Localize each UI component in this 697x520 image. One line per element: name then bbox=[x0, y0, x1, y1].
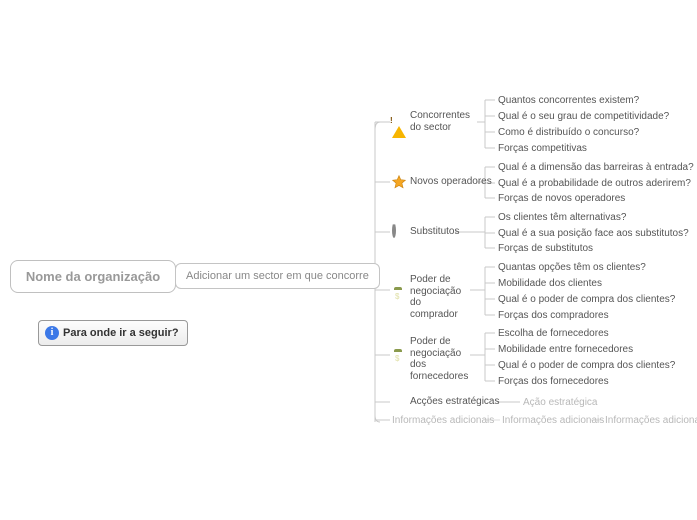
leaf[interactable]: Forças dos fornecedores bbox=[498, 376, 609, 387]
leaf[interactable]: Os clientes têm alternativas? bbox=[498, 212, 626, 223]
leaf-dim[interactable]: Ação estratégica bbox=[523, 397, 598, 408]
cat-concorrentes[interactable]: Concorrentes do sector bbox=[392, 110, 477, 133]
leaf[interactable]: Qual é a probabilidade de outros aderire… bbox=[498, 178, 691, 189]
sector-label: Adicionar um sector em que concorre bbox=[186, 270, 369, 282]
star-icon bbox=[392, 175, 406, 189]
leaf[interactable]: Qual é o seu grau de competitividade? bbox=[498, 111, 669, 122]
cat-novos[interactable]: Novos operadores bbox=[392, 175, 492, 189]
leaf[interactable]: Forças dos compradores bbox=[498, 310, 609, 321]
leaf[interactable]: Forças competitivas bbox=[498, 143, 587, 154]
info-c[interactable]: Informações adicionais bbox=[605, 415, 697, 426]
leaf[interactable]: Como é distribuído o concurso? bbox=[498, 127, 639, 138]
cat-fornecedores[interactable]: Poder de negociação dos fornecedores bbox=[392, 336, 470, 382]
leaf[interactable]: Forças de novos operadores bbox=[498, 193, 625, 204]
info-b[interactable]: Informações adicionais bbox=[502, 415, 604, 426]
root-label: Nome da organização bbox=[26, 269, 160, 284]
info-icon: i bbox=[45, 326, 59, 340]
money-icon bbox=[392, 290, 406, 304]
leaf[interactable]: Forças de substitutos bbox=[498, 243, 593, 254]
leaf[interactable]: Escolha de fornecedores bbox=[498, 328, 609, 339]
cat-label: Poder de negociação do comprador bbox=[410, 274, 470, 320]
cat-accoes[interactable]: Acções estratégicas bbox=[392, 395, 500, 409]
leaf[interactable]: Quantas opções têm os clientes? bbox=[498, 262, 646, 273]
money-icon bbox=[392, 352, 406, 366]
leaf[interactable]: Qual é o poder de compra dos clientes? bbox=[498, 360, 675, 371]
cat-label: Poder de negociação dos fornecedores bbox=[410, 336, 470, 382]
cat-label: Concorrentes do sector bbox=[410, 110, 477, 133]
info-a[interactable]: Informações adicionais bbox=[392, 415, 494, 426]
leaf[interactable]: Quantos concorrentes existem? bbox=[498, 95, 639, 106]
leaf[interactable]: Qual é o poder de compra dos clientes? bbox=[498, 294, 675, 305]
root-node[interactable]: Nome da organização bbox=[10, 260, 176, 293]
help-label: Para onde ir a seguir? bbox=[63, 327, 179, 339]
cat-substitutos[interactable]: Substitutos bbox=[392, 225, 459, 239]
leaf[interactable]: Qual é a sua posição face aos substituto… bbox=[498, 228, 689, 239]
check-icon bbox=[392, 395, 406, 409]
refresh-icon bbox=[392, 225, 406, 239]
cat-label: Novos operadores bbox=[410, 176, 492, 188]
leaf[interactable]: Qual é a dimensão das barreiras à entrad… bbox=[498, 162, 694, 173]
sector-node[interactable]: Adicionar um sector em que concorre bbox=[175, 263, 380, 289]
cat-label: Substitutos bbox=[410, 226, 459, 238]
warning-icon bbox=[392, 115, 406, 129]
leaf[interactable]: Mobilidade dos clientes bbox=[498, 278, 602, 289]
cat-label: Acções estratégicas bbox=[410, 396, 500, 408]
help-node[interactable]: i Para onde ir a seguir? bbox=[38, 320, 188, 346]
leaf[interactable]: Mobilidade entre fornecedores bbox=[498, 344, 633, 355]
cat-comprador[interactable]: Poder de negociação do comprador bbox=[392, 274, 470, 320]
